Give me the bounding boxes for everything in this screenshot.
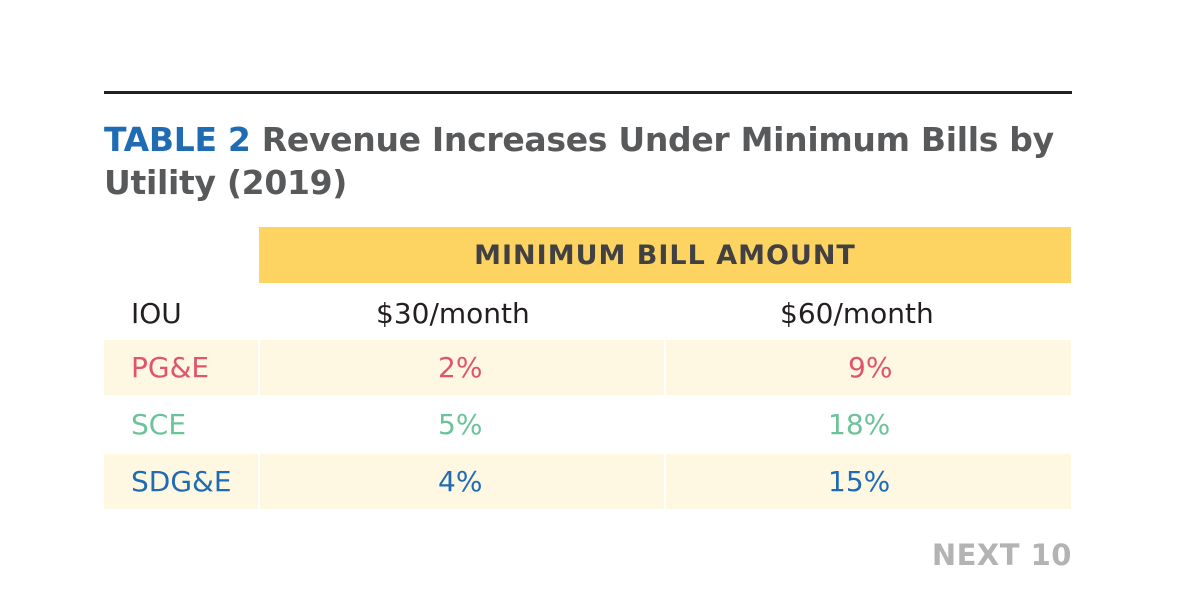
column-header-iou: IOU (131, 297, 182, 330)
row-shade (666, 454, 1071, 509)
value-60-month: 9% (848, 351, 893, 384)
iou-name: SCE (131, 408, 187, 441)
value-30-month: 2% (438, 351, 483, 384)
row-shade (666, 340, 1071, 395)
row-shade (260, 340, 664, 395)
column-header-60-month: $60/month (780, 297, 934, 330)
row-shade (104, 340, 258, 395)
table-title-text: Revenue Increases Under Minimum Bills by… (104, 120, 1054, 202)
table-number-label: TABLE 2 (104, 120, 251, 159)
table-row: SCE 5% 18% (104, 397, 1071, 452)
table-row: PG&E 2% 9% (104, 340, 1071, 395)
value-60-month: 18% (828, 408, 891, 441)
top-rule (104, 91, 1072, 94)
iou-name: PG&E (131, 351, 210, 384)
iou-name: SDG&E (131, 465, 232, 498)
column-header-30-month: $30/month (376, 297, 530, 330)
row-shade (104, 454, 258, 509)
next-10-watermark: NEXT 10 (931, 538, 1072, 572)
value-30-month: 4% (438, 465, 483, 498)
value-30-month: 5% (438, 408, 483, 441)
table-row: SDG&E 4% 15% (104, 454, 1071, 509)
minimum-bill-amount-header: MINIMUM BILL AMOUNT (259, 227, 1071, 283)
table-title: TABLE 2 Revenue Increases Under Minimum … (104, 118, 1072, 204)
value-60-month: 15% (828, 465, 891, 498)
row-shade (260, 454, 664, 509)
